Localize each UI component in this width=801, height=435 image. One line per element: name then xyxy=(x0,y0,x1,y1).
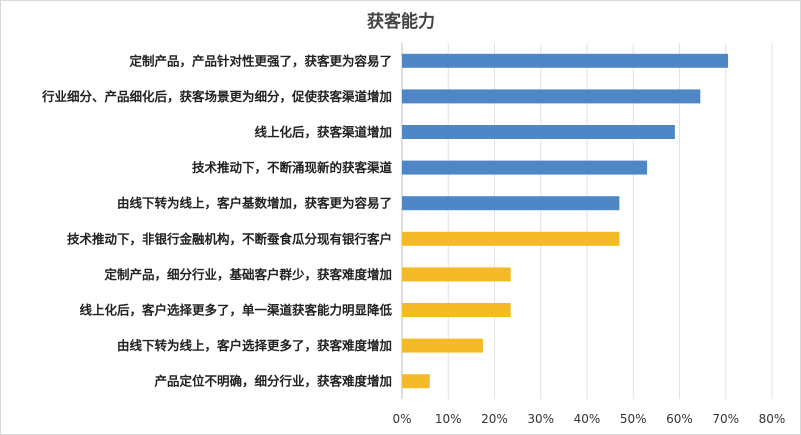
bars xyxy=(402,53,729,389)
x-tick-label: 70% xyxy=(712,412,739,426)
x-tick-label: 80% xyxy=(759,412,786,426)
bar-8 xyxy=(402,303,511,317)
bar-3 xyxy=(402,125,675,139)
bar-7 xyxy=(402,267,511,282)
category-label: 定制产品，产品针对性更强了，获客更为容易了 xyxy=(128,53,392,68)
x-tick-label: 20% xyxy=(481,412,508,426)
category-label: 定制产品，细分行业，基础客户群少，获客难度增加 xyxy=(103,267,392,282)
bar-9 xyxy=(402,338,483,353)
category-label: 由线下转为线上，客户基数增加，获客更为容易了 xyxy=(117,196,392,211)
chart-title: 获客能力 xyxy=(367,11,435,32)
category-labels: 定制产品，产品针对性更强了，获客更为容易了行业细分、产品细化后，获客场景更为细分… xyxy=(41,53,393,388)
x-tick-label: 40% xyxy=(574,412,601,426)
category-label: 产品定位不明确，细分行业，获客难度增加 xyxy=(154,374,392,389)
x-tick-label: 60% xyxy=(666,412,693,426)
x-tick-label: 30% xyxy=(527,412,554,426)
bar-2 xyxy=(402,89,701,104)
x-tick-labels: 0% 10% 20% 30% 40% 50% 60% 70% 80% xyxy=(392,412,785,426)
x-tick-label: 0% xyxy=(392,412,411,426)
category-label: 线上化后，客户选择更多了，单一渠道获客能力明显降低 xyxy=(79,303,392,318)
bar-6 xyxy=(402,231,620,246)
x-tick-label: 10% xyxy=(435,412,462,426)
category-label: 线上化后，获客渠道增加 xyxy=(254,125,392,140)
bar-4 xyxy=(402,160,648,175)
bar-10 xyxy=(402,374,430,389)
x-tick-label: 50% xyxy=(620,412,647,426)
category-label: 技术推动下，非银行金融机构，不断蚕食瓜分现有银行客户 xyxy=(67,231,392,246)
category-label: 由线下转为线上，客户选择更多了，获客难度增加 xyxy=(117,338,392,353)
category-label: 行业细分、产品细化后，获客场景更为细分，促使获客渠道增加 xyxy=(41,89,392,104)
category-label: 技术推动下，不断涌现新的获客渠道 xyxy=(192,160,393,175)
bar-1 xyxy=(402,53,729,68)
bar-5 xyxy=(402,196,620,211)
